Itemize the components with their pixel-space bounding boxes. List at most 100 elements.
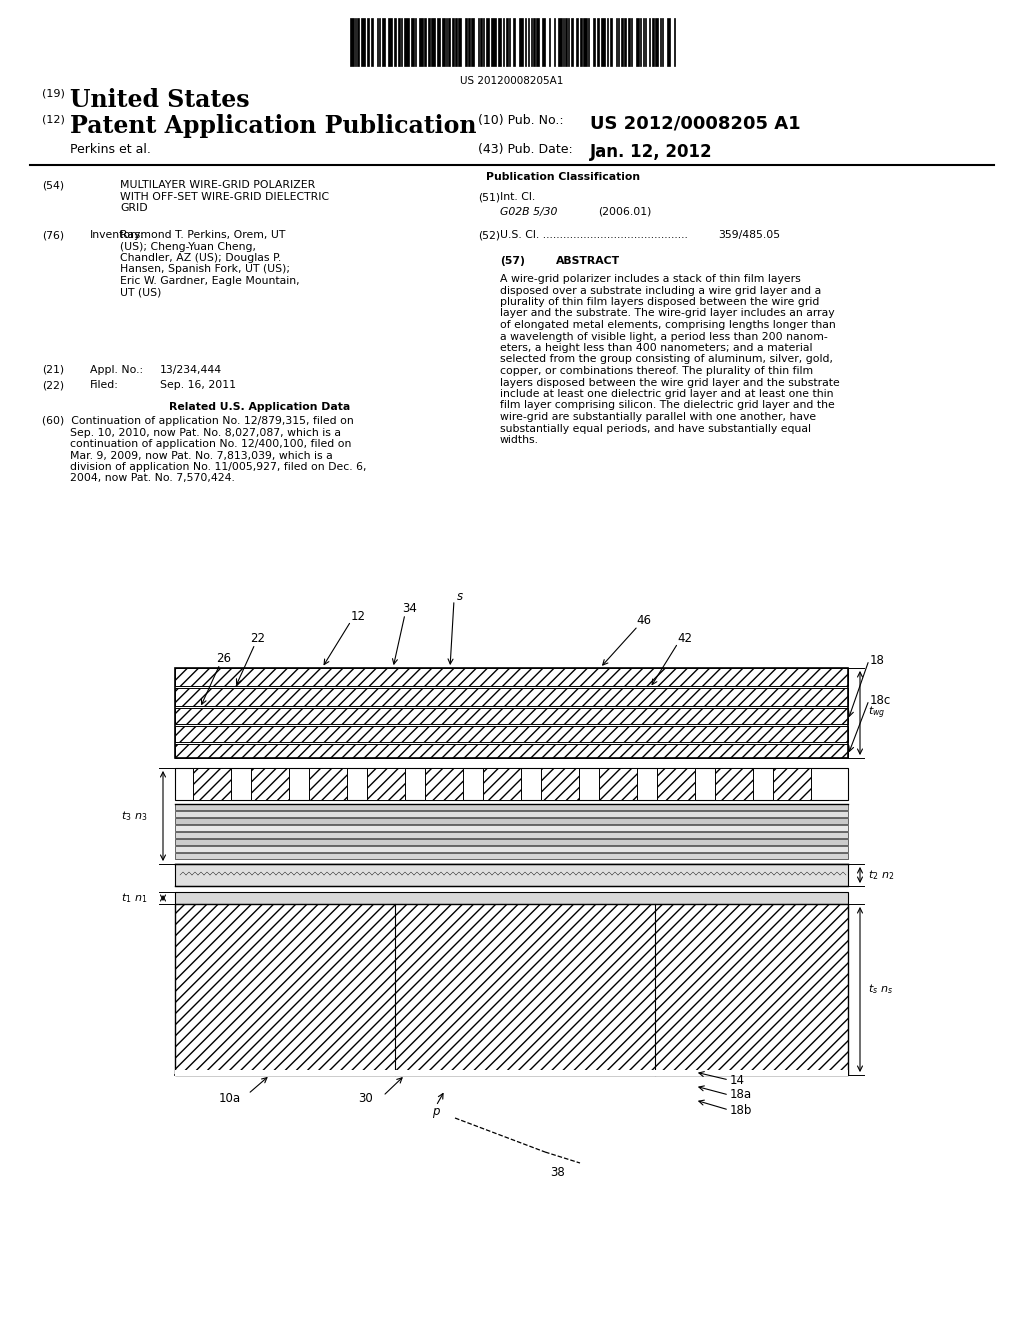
Polygon shape — [449, 18, 450, 66]
Text: selected from the group consisting of aluminum, silver, gold,: selected from the group consisting of al… — [500, 355, 833, 364]
Polygon shape — [428, 18, 430, 66]
Polygon shape — [534, 18, 535, 66]
Polygon shape — [425, 768, 463, 800]
Text: plurality of thin film layers disposed between the wire grid: plurality of thin film layers disposed b… — [500, 297, 819, 308]
Text: include at least one dielectric grid layer and at least one thin: include at least one dielectric grid lay… — [500, 389, 834, 399]
Polygon shape — [175, 668, 848, 686]
Polygon shape — [431, 18, 435, 66]
Text: Related U.S. Application Data: Related U.S. Application Data — [169, 403, 350, 412]
Polygon shape — [193, 768, 231, 800]
Text: 14: 14 — [730, 1073, 745, 1086]
Polygon shape — [490, 18, 496, 66]
Polygon shape — [471, 18, 474, 66]
Polygon shape — [519, 18, 523, 66]
Text: eters, a height less than 400 nanometers; and a material: eters, a height less than 400 nanometers… — [500, 343, 812, 352]
Text: 26: 26 — [216, 652, 231, 664]
Text: $t_s\ n_s$: $t_s\ n_s$ — [868, 982, 893, 997]
Polygon shape — [657, 768, 695, 800]
Polygon shape — [424, 18, 426, 66]
Polygon shape — [541, 768, 579, 800]
Text: (21): (21) — [42, 366, 65, 375]
Text: 10a: 10a — [219, 1092, 241, 1105]
Polygon shape — [251, 768, 289, 800]
Polygon shape — [175, 904, 848, 1074]
Text: 42: 42 — [678, 631, 692, 644]
Text: Perkins et al.: Perkins et al. — [70, 143, 151, 156]
Polygon shape — [367, 768, 406, 800]
Polygon shape — [175, 688, 848, 706]
Text: US 2012/0008205 A1: US 2012/0008205 A1 — [590, 114, 801, 132]
Polygon shape — [175, 853, 848, 859]
Polygon shape — [773, 768, 811, 800]
Text: layer and the substrate. The wire-grid layer includes an array: layer and the substrate. The wire-grid l… — [500, 309, 835, 318]
Text: WITH OFF-SET WIRE-GRID DIELECTRIC: WITH OFF-SET WIRE-GRID DIELECTRIC — [120, 191, 329, 202]
Text: (43) Pub. Date:: (43) Pub. Date: — [478, 143, 572, 156]
Text: 13/234,444: 13/234,444 — [160, 366, 222, 375]
Text: layers disposed between the wire grid layer and the substrate: layers disposed between the wire grid la… — [500, 378, 840, 388]
Polygon shape — [465, 18, 467, 66]
Text: Sep. 10, 2010, now Pat. No. 8,027,087, which is a: Sep. 10, 2010, now Pat. No. 8,027,087, w… — [42, 428, 341, 437]
Text: p: p — [432, 1106, 439, 1118]
Polygon shape — [437, 18, 440, 66]
Text: 18a: 18a — [730, 1089, 752, 1101]
Polygon shape — [175, 768, 848, 800]
Polygon shape — [558, 18, 562, 66]
Polygon shape — [458, 18, 461, 66]
Text: US 20120008205A1: US 20120008205A1 — [461, 77, 563, 86]
Polygon shape — [371, 18, 373, 66]
Text: division of application No. 11/005,927, filed on Dec. 6,: division of application No. 11/005,927, … — [42, 462, 367, 473]
Polygon shape — [715, 768, 753, 800]
Text: wire-grid are substantially parallel with one another, have: wire-grid are substantially parallel wit… — [500, 412, 816, 422]
Polygon shape — [367, 18, 369, 66]
Text: (19): (19) — [42, 88, 65, 98]
Text: G02B 5/30: G02B 5/30 — [500, 207, 557, 216]
Text: (76): (76) — [42, 230, 65, 240]
Polygon shape — [601, 18, 605, 66]
Text: 34: 34 — [402, 602, 418, 615]
Text: a wavelength of visible light, a period less than 200 nanom-: a wavelength of visible light, a period … — [500, 331, 827, 342]
Polygon shape — [350, 18, 354, 66]
Text: Eric W. Gardner, Eagle Mountain,: Eric W. Gardner, Eagle Mountain, — [120, 276, 300, 286]
Text: Raymond T. Perkins, Orem, UT: Raymond T. Perkins, Orem, UT — [120, 230, 286, 240]
Polygon shape — [175, 810, 848, 817]
Text: (52): (52) — [478, 230, 500, 240]
Polygon shape — [175, 744, 848, 758]
Text: 18b: 18b — [730, 1104, 753, 1117]
Text: 38: 38 — [551, 1167, 565, 1180]
Polygon shape — [593, 18, 595, 66]
Polygon shape — [175, 865, 848, 886]
Polygon shape — [480, 18, 482, 66]
Polygon shape — [455, 18, 457, 66]
Text: (12): (12) — [42, 114, 65, 124]
Polygon shape — [175, 726, 848, 742]
Text: s: s — [457, 590, 463, 602]
Polygon shape — [624, 18, 626, 66]
Text: (51): (51) — [478, 191, 500, 202]
Polygon shape — [394, 18, 396, 66]
Polygon shape — [175, 1071, 848, 1076]
Polygon shape — [175, 892, 848, 904]
Text: (2006.01): (2006.01) — [598, 207, 651, 216]
Polygon shape — [536, 18, 539, 66]
Text: $t_{wg}$: $t_{wg}$ — [868, 705, 886, 721]
Polygon shape — [597, 18, 599, 66]
Text: Inventors:: Inventors: — [90, 230, 144, 240]
Polygon shape — [580, 18, 582, 66]
Polygon shape — [513, 18, 515, 66]
Text: 22: 22 — [251, 631, 265, 644]
Polygon shape — [565, 18, 567, 66]
Text: Publication Classification: Publication Classification — [486, 172, 640, 182]
Text: Appl. No.:: Appl. No.: — [90, 366, 143, 375]
Polygon shape — [628, 18, 630, 66]
Text: Mar. 9, 2009, now Pat. No. 7,813,039, which is a: Mar. 9, 2009, now Pat. No. 7,813,039, wh… — [42, 450, 333, 461]
Polygon shape — [411, 18, 414, 66]
Polygon shape — [175, 825, 848, 832]
Polygon shape — [571, 18, 573, 66]
Polygon shape — [388, 18, 392, 66]
Text: film layer comprising silicon. The dielectric grid layer and the: film layer comprising silicon. The diele… — [500, 400, 835, 411]
Text: U.S. Cl. ...........................................: U.S. Cl. ...............................… — [500, 230, 688, 240]
Polygon shape — [175, 846, 848, 851]
Polygon shape — [357, 18, 359, 66]
Polygon shape — [175, 818, 848, 824]
Polygon shape — [583, 18, 587, 66]
